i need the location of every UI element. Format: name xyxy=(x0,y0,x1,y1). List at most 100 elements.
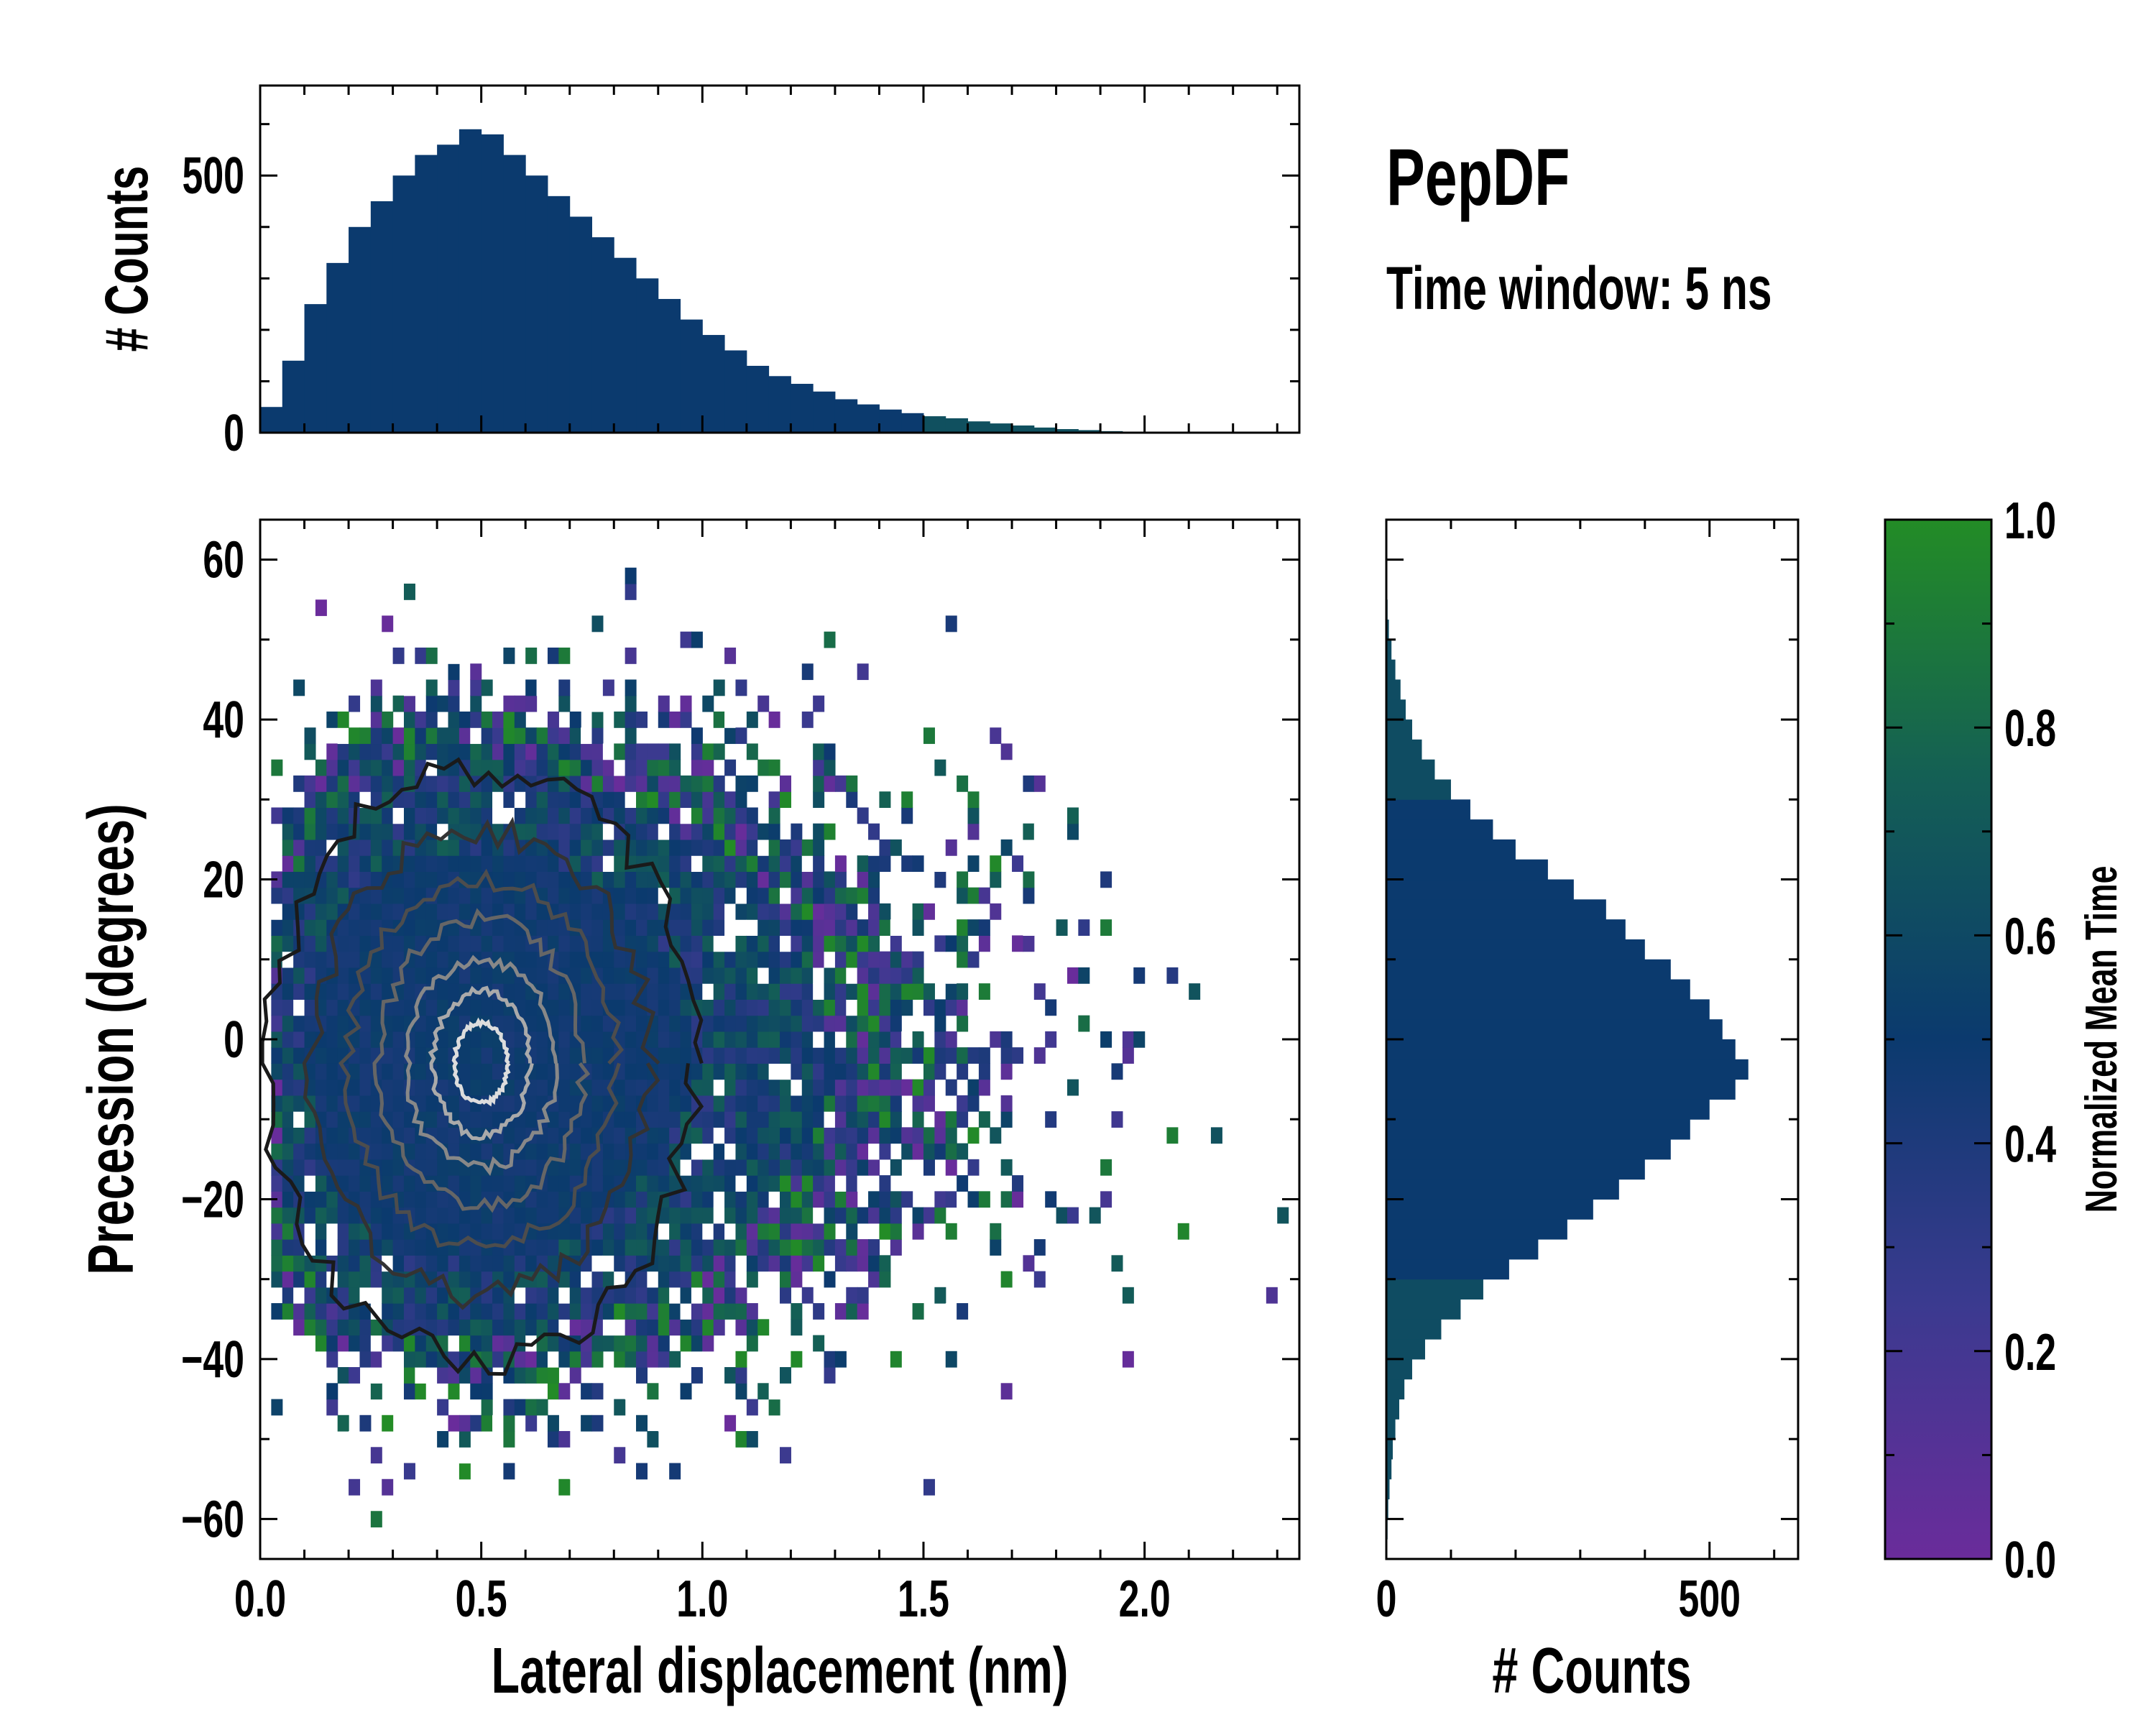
heatmap-cell xyxy=(724,759,737,776)
heatmap-cell xyxy=(625,1015,637,1032)
heatmap-cell xyxy=(370,1015,382,1032)
heatmap-cell xyxy=(636,1175,648,1192)
heatmap-cell xyxy=(382,1303,394,1320)
heatmap-cell xyxy=(547,1431,559,1448)
heatmap-cell xyxy=(691,791,703,809)
heatmap-cell xyxy=(735,679,747,696)
heatmap-cell xyxy=(978,935,990,952)
heatmap-cell xyxy=(658,839,670,856)
top-histogram-bar xyxy=(370,201,394,433)
heatmap-cell xyxy=(957,1095,969,1112)
top-histogram-bar xyxy=(724,350,747,433)
heatmap-cell xyxy=(448,1127,460,1144)
heatmap-cell xyxy=(680,1207,692,1224)
heatmap-cell xyxy=(425,1303,438,1320)
heatmap-cell xyxy=(293,1015,305,1032)
heatmap-cell xyxy=(890,1159,902,1176)
heatmap-cell xyxy=(382,1287,394,1304)
heatmap-cell xyxy=(746,1143,758,1160)
heatmap-cell xyxy=(857,1063,869,1080)
heatmap-cell xyxy=(702,1191,714,1208)
heatmap-cell xyxy=(481,903,493,920)
heatmap-cell xyxy=(636,1414,648,1432)
heatmap-cell xyxy=(403,743,415,760)
heatmap-cell xyxy=(702,1207,714,1224)
heatmap-cell xyxy=(271,1015,283,1032)
heatmap-cell xyxy=(934,1127,946,1144)
heatmap-cell xyxy=(481,727,493,745)
heatmap-cell xyxy=(459,1414,471,1432)
heatmap-cell xyxy=(923,1478,935,1496)
heatmap-cell xyxy=(614,983,626,1000)
heatmap-cell xyxy=(713,871,725,888)
heatmap-cell xyxy=(470,791,482,809)
heatmap-cell xyxy=(370,855,382,873)
heatmap-cell xyxy=(481,887,493,904)
heatmap-cell xyxy=(691,1367,703,1384)
heatmap-cell xyxy=(658,1223,670,1240)
heatmap-cell xyxy=(846,1031,858,1048)
right-histogram-bar xyxy=(1386,1239,1539,1260)
heatmap-cell xyxy=(437,1127,449,1144)
heatmap-cell xyxy=(1111,1255,1123,1272)
heatmap-cell xyxy=(437,1399,449,1416)
heatmap-cell xyxy=(304,743,316,760)
heatmap-cell xyxy=(425,1207,438,1224)
heatmap-cell xyxy=(669,1255,681,1272)
heatmap-cell xyxy=(647,919,659,936)
heatmap-cell xyxy=(757,1175,770,1192)
top-histogram-bar xyxy=(636,278,659,433)
heatmap-cell xyxy=(293,807,305,824)
heatmap-cell xyxy=(614,1287,626,1304)
right-histogram-bar xyxy=(1386,1458,1392,1480)
heatmap-cell xyxy=(359,727,372,745)
heatmap-cell xyxy=(326,1223,338,1240)
heatmap-cell xyxy=(304,1287,316,1304)
heatmap-cell xyxy=(912,1271,924,1288)
heatmap-cell xyxy=(448,775,460,792)
heatmap-cell xyxy=(536,967,548,984)
figure-title: PepDF xyxy=(1386,132,1570,222)
heatmap-cell xyxy=(326,1095,338,1112)
heatmap-cell xyxy=(945,839,957,856)
heatmap-cell xyxy=(713,743,725,760)
heatmap-cell xyxy=(757,1383,770,1400)
heatmap-cell xyxy=(791,839,803,856)
heatmap-cell xyxy=(658,1127,670,1144)
heatmap-cell xyxy=(392,1095,405,1112)
heatmap-cell xyxy=(625,1047,637,1064)
heatmap-cell xyxy=(724,935,737,952)
heatmap-cell xyxy=(492,711,505,728)
heatmap-cell xyxy=(813,1239,825,1256)
heatmap-cell xyxy=(868,1111,880,1128)
heatmap-cell xyxy=(547,743,559,760)
heatmap-cell xyxy=(459,1367,471,1384)
heatmap-cell xyxy=(658,999,670,1016)
heatmap-cell xyxy=(1111,1063,1123,1080)
heatmap-cell xyxy=(448,839,460,856)
heatmap-cell xyxy=(326,887,338,904)
heatmap-cell xyxy=(448,647,460,664)
heatmap-cell xyxy=(768,919,780,936)
heatmap-cell xyxy=(735,1367,747,1384)
heatmap-cell xyxy=(735,1351,747,1368)
heatmap-cell xyxy=(547,1143,559,1160)
density-contour-line xyxy=(372,908,591,1213)
heatmap-cell xyxy=(824,1063,836,1080)
heatmap-cell xyxy=(680,1383,692,1400)
heatmap-cell xyxy=(647,1031,659,1048)
heatmap-cell xyxy=(735,823,747,840)
heatmap-cell xyxy=(957,1143,969,1160)
heatmap-cell xyxy=(370,1511,382,1528)
heatmap-cell xyxy=(459,1175,471,1192)
heatmap-cell xyxy=(271,1207,283,1224)
heatmap-cell xyxy=(768,1143,780,1160)
heatmap-cell xyxy=(282,1015,294,1032)
heatmap-cell xyxy=(569,1367,581,1384)
heatmap-cell xyxy=(415,1191,427,1208)
heatmap-cell xyxy=(437,1207,449,1224)
heatmap-cell xyxy=(669,855,681,873)
heatmap-cell xyxy=(415,1143,427,1160)
heatmap-cell xyxy=(791,887,803,904)
heatmap-cell xyxy=(824,1223,836,1240)
